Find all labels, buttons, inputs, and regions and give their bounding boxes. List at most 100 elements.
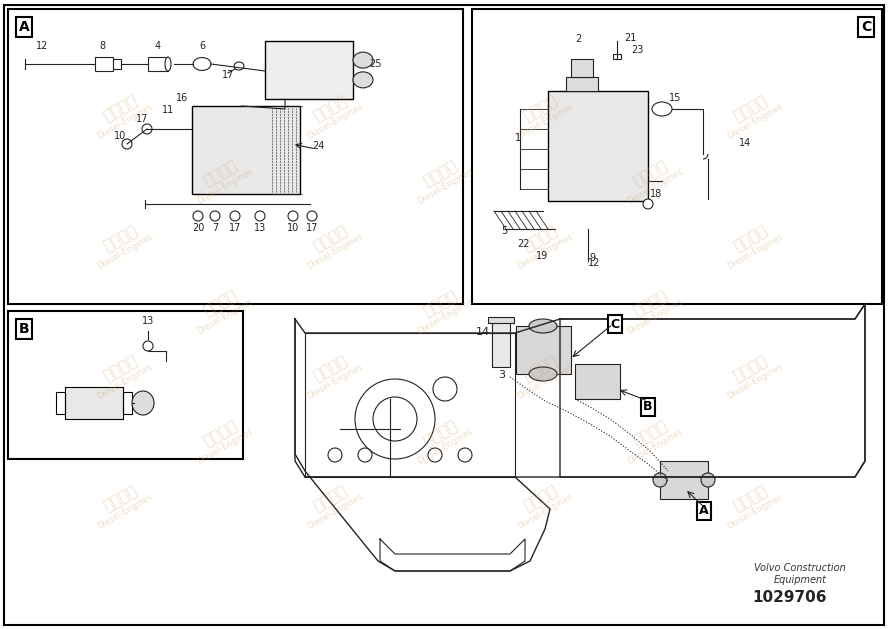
Bar (472, 9, 882, 304)
Text: 紫发动力: 紫发动力 (521, 353, 560, 384)
Text: 23: 23 (631, 45, 643, 55)
Text: Diesel-Engines: Diesel-Engines (96, 362, 154, 401)
Text: Diesel-Engines: Diesel-Engines (416, 426, 474, 465)
Text: 13: 13 (254, 223, 266, 233)
Text: 10: 10 (287, 223, 299, 233)
Ellipse shape (353, 52, 373, 68)
Bar (566, 77, 598, 91)
Text: Diesel-Engines: Diesel-Engines (196, 296, 255, 335)
Text: 16: 16 (176, 93, 188, 103)
Text: 紫发动力: 紫发动力 (200, 288, 239, 320)
Bar (56, 392, 65, 414)
Circle shape (193, 211, 203, 221)
Text: Diesel-Engines: Diesel-Engines (515, 231, 574, 270)
Text: 11: 11 (162, 105, 174, 115)
Text: Diesel-Engines: Diesel-Engines (305, 362, 364, 401)
Text: 25: 25 (368, 59, 381, 69)
Ellipse shape (132, 391, 154, 415)
Text: 12: 12 (587, 258, 600, 268)
Text: C: C (611, 318, 619, 330)
Text: 5: 5 (501, 226, 507, 236)
Text: 紫发动力: 紫发动力 (420, 418, 459, 450)
Text: 10: 10 (114, 131, 126, 141)
Text: 紫发动力: 紫发动力 (311, 353, 350, 384)
Text: Diesel-Engines: Diesel-Engines (416, 296, 474, 335)
Text: 紫发动力: 紫发动力 (731, 353, 770, 384)
Bar (123, 392, 132, 414)
Bar (265, 41, 353, 99)
Text: 17: 17 (136, 114, 149, 124)
Text: B: B (19, 322, 29, 336)
Text: 紫发动力: 紫发动力 (200, 418, 239, 450)
Bar (113, 59, 121, 69)
Text: Diesel-Engines: Diesel-Engines (515, 362, 574, 401)
Text: 14: 14 (739, 138, 751, 148)
Text: 2: 2 (575, 34, 581, 44)
Text: 紫发动力: 紫发动力 (731, 93, 770, 125)
Circle shape (255, 211, 265, 221)
Text: 紫发动力: 紫发动力 (200, 159, 239, 189)
Text: Diesel-Engines: Diesel-Engines (196, 426, 255, 465)
Bar (8, 9, 463, 304)
Text: 紫发动力: 紫发动力 (101, 93, 140, 125)
Text: 3: 3 (498, 370, 506, 380)
Circle shape (230, 211, 240, 221)
Bar (613, 54, 621, 59)
Text: Diesel-Engines: Diesel-Engines (515, 101, 574, 140)
Text: 紫发动力: 紫发动力 (521, 223, 560, 255)
Bar (516, 326, 571, 374)
Circle shape (643, 199, 653, 209)
Ellipse shape (353, 72, 373, 88)
Text: 18: 18 (650, 189, 662, 199)
Bar (8, 311, 243, 459)
Circle shape (307, 211, 317, 221)
Bar (488, 317, 514, 323)
Ellipse shape (529, 319, 557, 333)
Text: Diesel-Engines: Diesel-Engines (96, 491, 154, 530)
Ellipse shape (652, 102, 672, 116)
Circle shape (210, 211, 220, 221)
Text: 紫发动力: 紫发动力 (311, 93, 350, 125)
Text: 紫发动力: 紫发动力 (630, 418, 669, 450)
Bar (660, 461, 708, 499)
Text: 12: 12 (36, 41, 48, 51)
Bar (148, 57, 168, 71)
Text: Diesel-Engines: Diesel-Engines (305, 231, 364, 270)
Text: Diesel-Engines: Diesel-Engines (416, 167, 474, 206)
Text: 紫发动力: 紫发动力 (101, 483, 140, 515)
Ellipse shape (165, 57, 171, 71)
Bar (492, 319, 510, 367)
Text: 紫发动力: 紫发动力 (311, 223, 350, 255)
Text: 紫发动力: 紫发动力 (311, 483, 350, 515)
Text: 7: 7 (212, 223, 218, 233)
Circle shape (122, 139, 132, 149)
Bar (571, 59, 593, 77)
Text: Diesel-Engines: Diesel-Engines (725, 362, 784, 401)
Text: 21: 21 (624, 33, 636, 43)
Text: A: A (19, 20, 29, 34)
Text: 紫发动力: 紫发动力 (630, 159, 669, 189)
Text: 4: 4 (155, 41, 161, 51)
Text: 紫发动力: 紫发动力 (521, 483, 560, 515)
Text: 22: 22 (518, 239, 530, 249)
Text: 14: 14 (476, 327, 490, 337)
Bar (192, 106, 300, 194)
Bar (65, 387, 123, 419)
Text: 1: 1 (515, 133, 521, 143)
Text: Diesel-Engines: Diesel-Engines (626, 296, 684, 335)
Text: 8: 8 (99, 41, 105, 51)
Text: C: C (861, 20, 871, 34)
Circle shape (142, 124, 152, 134)
Text: Diesel-Engines: Diesel-Engines (626, 426, 684, 465)
Text: Diesel-Engines: Diesel-Engines (305, 491, 364, 530)
Text: Diesel-Engines: Diesel-Engines (725, 101, 784, 140)
Text: 17: 17 (306, 223, 319, 233)
Text: Diesel-Engines: Diesel-Engines (725, 231, 784, 270)
Text: 6: 6 (199, 41, 205, 51)
Text: B: B (643, 401, 652, 413)
Bar (548, 91, 648, 201)
Circle shape (288, 211, 298, 221)
Ellipse shape (701, 473, 715, 487)
Text: 紫发动力: 紫发动力 (101, 223, 140, 255)
Text: 17: 17 (229, 223, 241, 233)
